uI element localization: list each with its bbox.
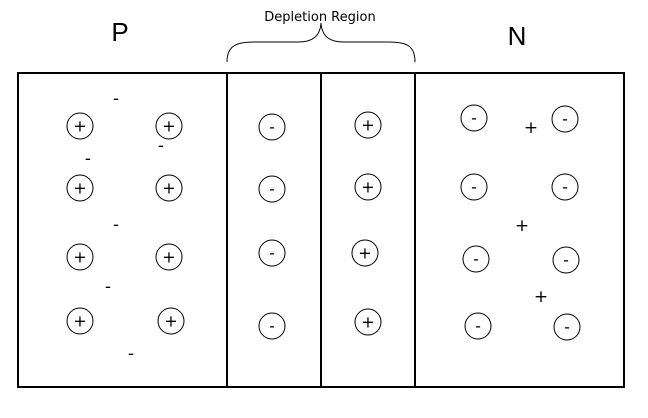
p-region-ions: + + + + + + + + [66,112,185,335]
p-region-ion: + [66,243,94,271]
n-region-ions: - - - - - - - - [460,104,581,341]
depletion-positive-ion: + [354,111,382,139]
ion-circle [462,245,490,273]
ion-charge-sign: - [475,317,481,336]
ion-charge-sign: - [562,178,568,197]
p-region-ion: + [155,112,183,140]
ion-charge-sign: + [162,248,175,267]
p-region-ion: + [155,174,183,202]
ion-circle [354,111,382,139]
p-region-ion: + [66,307,94,335]
ion-charge-sign: + [73,248,86,267]
ion-charge-sign: + [361,178,374,197]
depletion-n-side-ions: + + + + [351,111,382,336]
depletion-positive-ion: + [354,173,382,201]
n-region-label: N [508,21,527,51]
ion-charge-sign: + [73,179,86,198]
depletion-positive-ion: + [351,239,379,267]
ion-circle [553,313,581,341]
ion-circle [155,243,183,271]
depletion-positive-ion: + [354,308,382,336]
ion-circle [155,112,183,140]
n-region-ion: - [460,173,488,201]
ion-circle [464,312,492,340]
p-region-label: P [111,17,128,47]
ion-charge-sign: + [164,312,177,331]
free-electron: - [128,344,134,364]
n-region-ion: - [460,104,488,132]
n-region-ion: - [552,246,580,274]
ion-circle [460,173,488,201]
ion-charge-sign: + [162,179,175,198]
ion-circle [258,239,286,267]
ion-circle [460,104,488,132]
depletion-negative-ion: - [258,239,286,267]
free-electron: - [105,277,111,297]
ion-circle [551,173,579,201]
ion-charge-sign: + [162,117,175,136]
free-hole: + [534,287,548,307]
ion-charge-sign: + [361,313,374,332]
free-electron: - [85,149,91,169]
free-hole: + [515,216,529,236]
ion-circle [551,105,579,133]
depletion-p-side-ions: - - - - [258,113,286,340]
ion-circle [351,239,379,267]
ion-circle [552,246,580,274]
ion-charge-sign: - [471,109,477,128]
ion-circle [354,308,382,336]
depletion-negative-ion: - [258,113,286,141]
depletion-region-label: Depletion Region [264,10,375,25]
free-hole: + [524,118,538,138]
ion-circle [354,173,382,201]
ion-charge-sign: - [269,180,275,199]
n-region-ion: - [462,245,490,273]
depletion-negative-ion: - [258,312,286,340]
ion-circle [258,113,286,141]
p-region-free-electrons: - - - - - - [85,89,164,364]
ion-charge-sign: - [473,250,479,269]
n-region-ion: - [553,313,581,341]
free-electron: - [113,89,119,109]
ion-circle [66,307,94,335]
p-region-ion: + [66,174,94,202]
ion-circle [258,175,286,203]
ion-charge-sign: + [73,117,86,136]
depletion-negative-ion: - [258,175,286,203]
ion-charge-sign: - [562,110,568,129]
n-region-ion: - [464,312,492,340]
ion-charge-sign: - [269,118,275,137]
ion-circle [66,112,94,140]
ion-charge-sign: - [563,251,569,270]
p-region-ion: + [66,112,94,140]
ion-charge-sign: - [269,317,275,336]
ion-charge-sign: + [73,312,86,331]
free-electron: - [113,215,119,235]
depletion-region-brace [226,22,416,63]
ion-charge-sign: - [269,244,275,263]
ion-charge-sign: + [361,116,374,135]
n-region-free-holes: + + + [515,118,548,307]
p-region-ion: + [157,307,185,335]
n-region-ion: - [551,173,579,201]
free-electron: - [158,136,164,156]
p-region-ion: + [155,243,183,271]
ion-circle [155,174,183,202]
ion-charge-sign: + [358,244,371,263]
ion-circle [66,174,94,202]
n-region-ion: - [551,105,579,133]
ion-circle [258,312,286,340]
ion-charge-sign: - [471,178,477,197]
ion-charge-sign: - [564,318,570,337]
ion-circle [157,307,185,335]
ion-circle [66,243,94,271]
